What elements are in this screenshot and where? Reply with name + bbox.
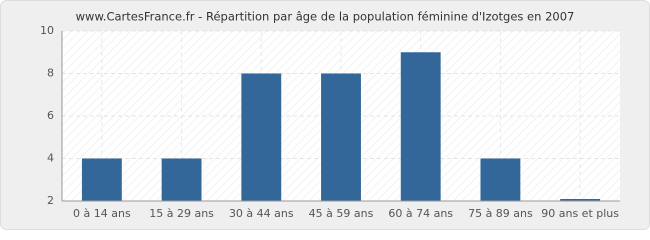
chart: www.CartesFrance.fr - Répartition par âg…: [0, 0, 650, 230]
x-tick-label: 30 à 44 ans: [229, 207, 294, 220]
x-tick-label: 45 à 59 ans: [309, 207, 374, 220]
chart-title: www.CartesFrance.fr - Répartition par âg…: [76, 10, 575, 24]
y-tick-label: 4: [47, 152, 54, 165]
bar: [400, 52, 441, 201]
bar: [161, 158, 202, 201]
bar: [560, 199, 601, 201]
bar: [241, 73, 282, 201]
x-tick-label: 0 à 14 ans: [73, 207, 131, 220]
x-tick-label: 15 à 29 ans: [149, 207, 214, 220]
bar: [81, 158, 122, 201]
y-tick-label: 6: [47, 109, 54, 122]
bar: [321, 73, 361, 201]
y-tick-label: 10: [40, 24, 54, 37]
x-tick-label: 75 à 89 ans: [468, 207, 533, 220]
y-tick-label: 8: [47, 67, 54, 80]
y-tick-label: 2: [47, 194, 54, 207]
x-tick-label: 60 à 74 ans: [388, 207, 453, 220]
x-tick-label: 90 ans et plus: [541, 207, 619, 220]
bar: [480, 158, 521, 201]
